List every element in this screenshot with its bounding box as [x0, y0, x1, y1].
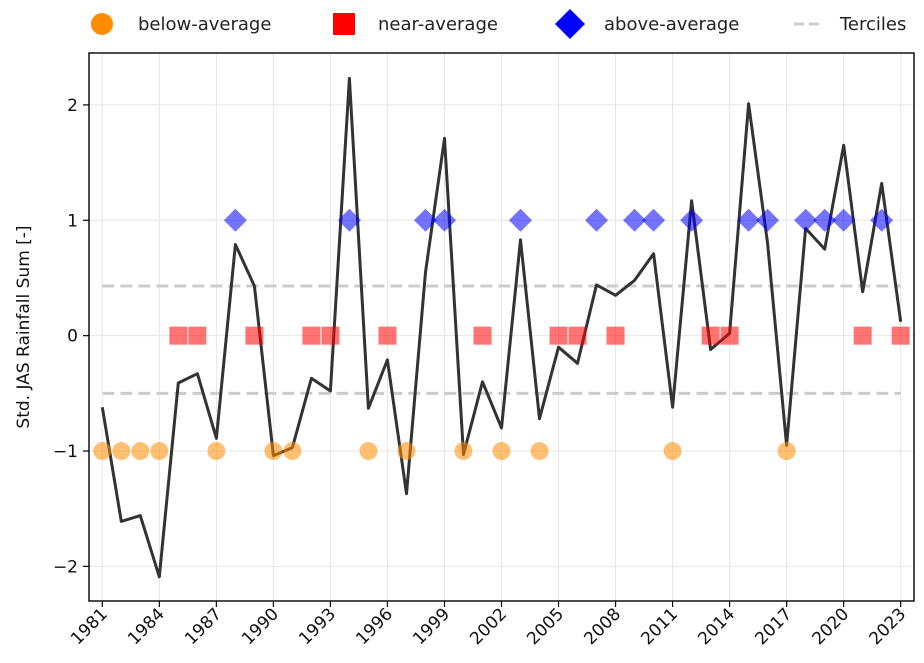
legend-below: below-average: [88, 8, 271, 40]
x-tick-label: 1996: [352, 604, 397, 649]
legend-below-marker: [91, 13, 113, 35]
legend-below-label: below-average: [138, 13, 272, 35]
x-tick-label: 2005: [523, 604, 568, 649]
below-average-marker: [207, 442, 226, 461]
above-average-marker: [432, 208, 456, 232]
above-average-marker: [737, 208, 761, 232]
near-average-marker: [321, 326, 340, 345]
y-tick-label: 1: [67, 211, 78, 231]
y-tick-label: −1: [53, 442, 78, 462]
above-average-marker: [413, 208, 437, 232]
y-tick-label: −2: [53, 557, 78, 577]
x-tick-label: 2020: [808, 604, 853, 649]
near-average-marker: [188, 326, 207, 345]
below-average-marker: [397, 442, 416, 461]
above-average-marker: [509, 208, 533, 232]
below-average-marker: [150, 442, 169, 461]
below-average-marker: [663, 442, 682, 461]
above-average-marker: [642, 208, 666, 232]
x-tick-label: 1999: [409, 604, 454, 649]
near-average-marker: [473, 326, 492, 345]
above-average-marker: [223, 208, 247, 232]
legend-above: above-average: [554, 8, 739, 40]
plot-frame: [88, 52, 915, 602]
x-tick-label: 2014: [694, 604, 739, 649]
near-average-marker: [853, 326, 872, 345]
x-tick-label: 2023: [865, 604, 910, 649]
above-average-marker: [832, 208, 856, 232]
near-average-marker: [606, 326, 625, 345]
near-average-marker: [720, 326, 739, 345]
legend-terciles-label: Terciles: [840, 13, 907, 35]
below-average-marker: [492, 442, 511, 461]
legend-near-marker: [333, 13, 355, 35]
below-average-marker: [359, 442, 378, 461]
below-average-marker: [283, 442, 302, 461]
x-tick-label: 2002: [466, 604, 511, 649]
near-average-marker: [891, 326, 910, 345]
below-average-marker: [112, 442, 131, 461]
x-tick-label: 2017: [751, 604, 796, 649]
legend-near: near-average: [330, 8, 498, 40]
x-tick-label: 1993: [295, 604, 340, 649]
x-tick-label: 1981: [67, 604, 112, 649]
x-tick-label: 2008: [580, 604, 625, 649]
below-average-marker: [454, 442, 473, 461]
below-average-marker: [131, 442, 150, 461]
near-average-marker: [701, 326, 720, 345]
rainfall-series-line: [100, 76, 903, 579]
near-average-marker: [245, 326, 264, 345]
above-average-marker: [813, 208, 837, 232]
legend-above-label: above-average: [604, 13, 740, 35]
near-average-marker: [568, 326, 587, 345]
above-average-marker: [337, 208, 361, 232]
near-average-marker: [302, 326, 321, 345]
legend-terciles-marker: [794, 22, 824, 26]
below-average-marker: [777, 442, 796, 461]
x-tick-label: 2011: [637, 604, 682, 649]
above-average-marker: [794, 208, 818, 232]
y-tick-label: 2: [67, 96, 78, 116]
legend-terciles: Terciles: [792, 8, 906, 40]
below-average-marker: [530, 442, 549, 461]
above-average-marker: [623, 208, 647, 232]
x-tick-label: 1990: [238, 604, 283, 649]
above-average-marker: [680, 208, 704, 232]
x-tick-label: 1984: [124, 604, 169, 649]
above-average-marker: [756, 208, 780, 232]
below-average-marker: [93, 442, 112, 461]
below-average-marker: [264, 442, 283, 461]
y-axis-label: Std. JAS Rainfall Sum [-]: [14, 225, 34, 428]
y-tick-label: 0: [67, 327, 78, 347]
x-tick-label: 1987: [181, 604, 226, 649]
legend-near-label: near-average: [378, 13, 498, 35]
near-average-marker: [169, 326, 188, 345]
legend-above-marker: [555, 9, 585, 39]
near-average-marker: [549, 326, 568, 345]
above-average-marker: [585, 208, 609, 232]
near-average-marker: [378, 326, 397, 345]
above-average-marker: [870, 208, 894, 232]
